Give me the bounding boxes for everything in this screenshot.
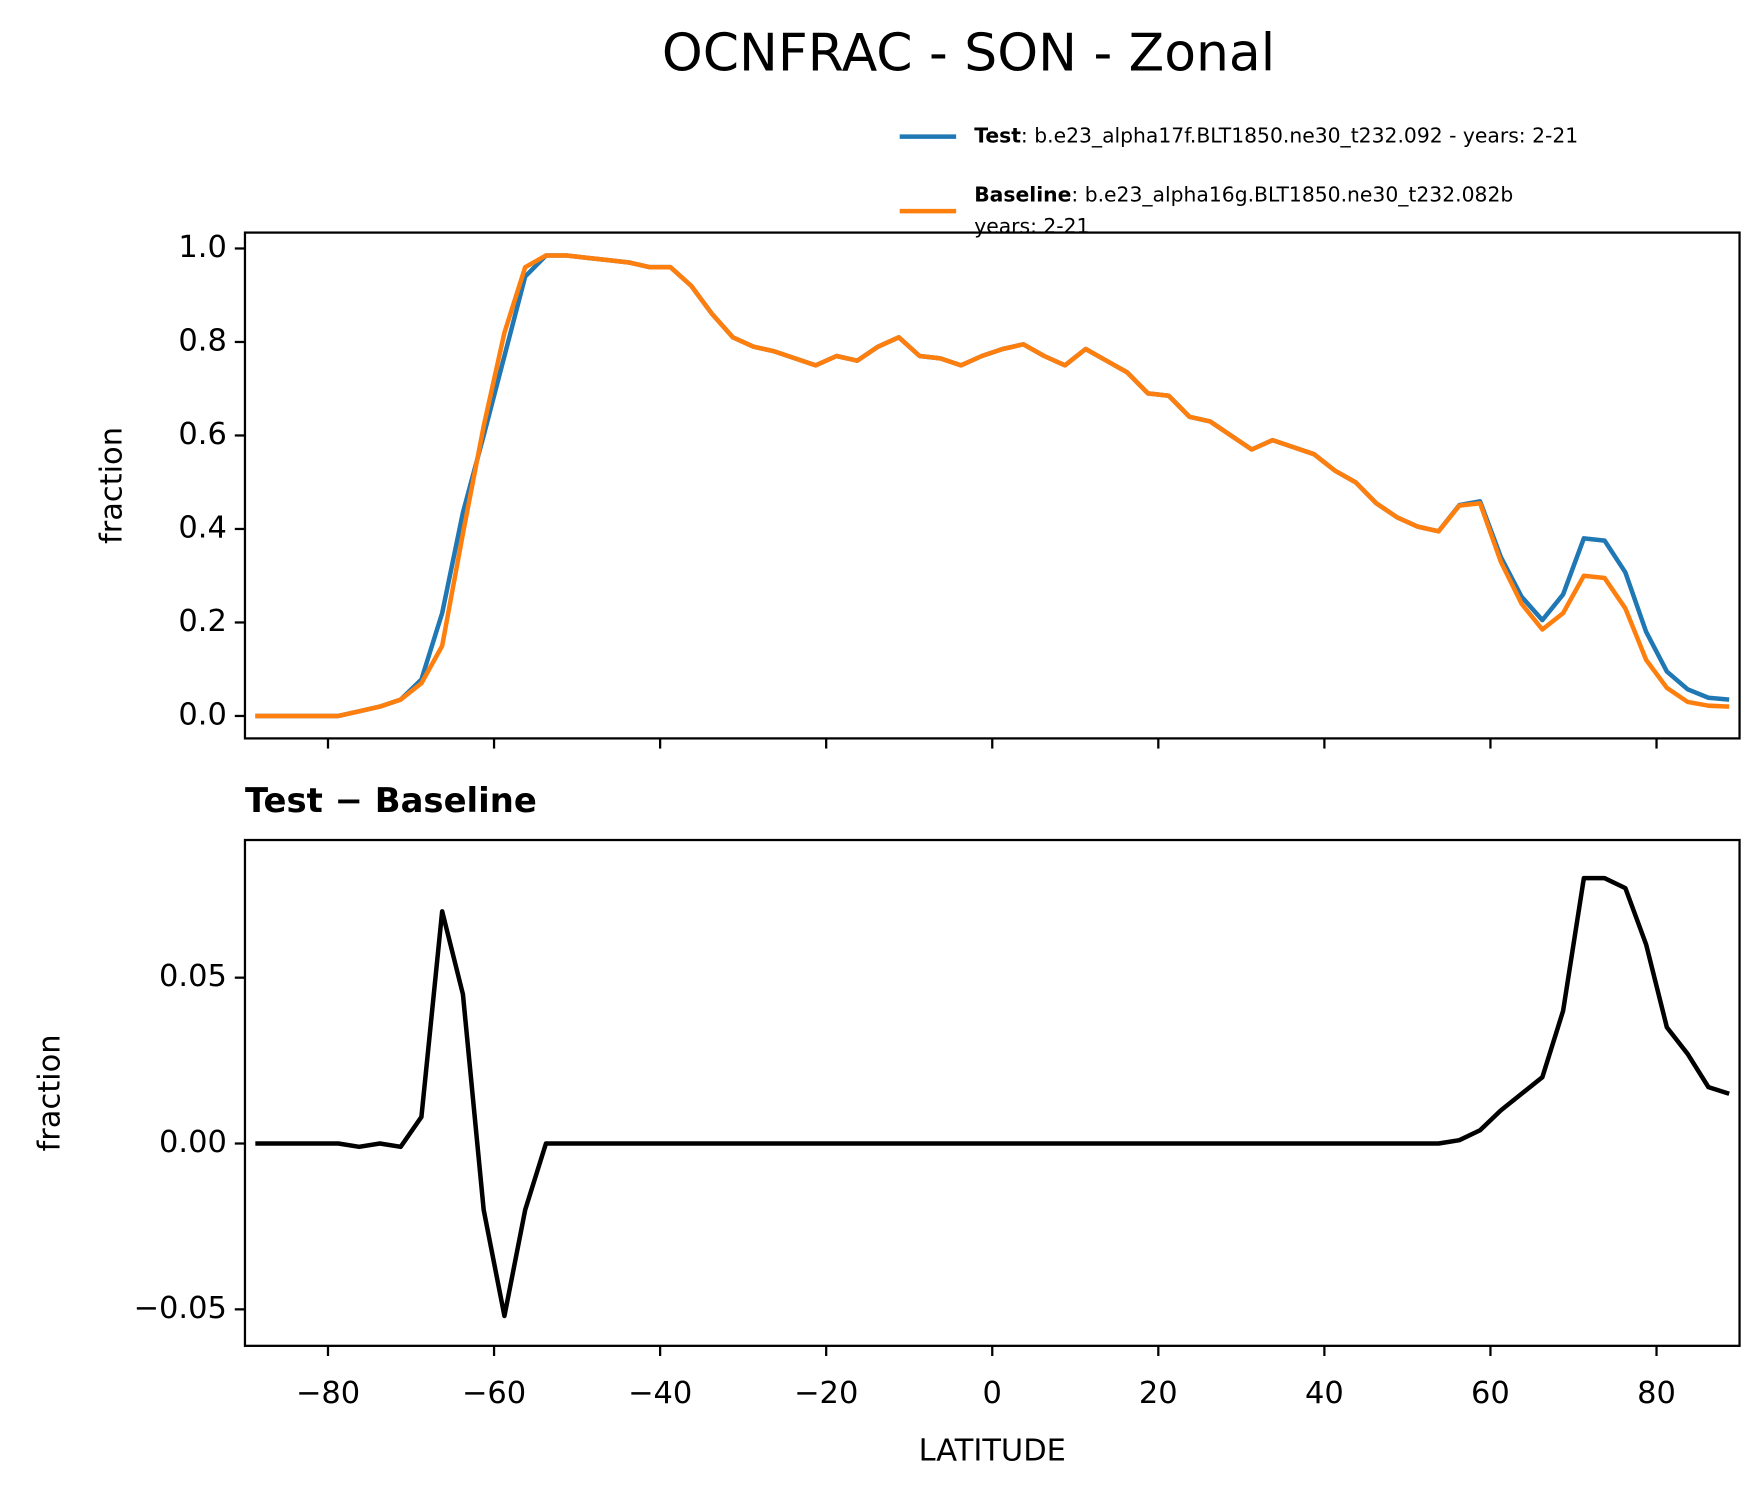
x-axis-label: LATITUDE: [919, 1433, 1066, 1468]
legend-case: : b.e23_alpha17f.BLT1850.ne30_t232.092 -…: [1021, 124, 1578, 149]
legend-name: Test: [974, 124, 1021, 148]
x-tick-label: 80: [1637, 1376, 1676, 1411]
y-tick-label: 0.0: [178, 697, 226, 732]
y-tick-label: 0.00: [159, 1125, 227, 1160]
legend-label: Baseline: b.e23_alpha16g.BLT1850.ne30_t2…: [974, 182, 1513, 207]
y-axis-label: fraction: [94, 427, 129, 544]
plot-frame: [243, 838, 1741, 1347]
y-axis-label: fraction: [32, 1034, 67, 1151]
x-tick-label: 60: [1471, 1376, 1510, 1411]
figure-title: OCNFRAC - SON - Zonal: [662, 23, 1275, 83]
x-tick-label: −20: [794, 1376, 858, 1411]
x-tick-label: −80: [296, 1376, 360, 1411]
y-tick-label: 0.6: [178, 417, 226, 452]
y-tick-label: 0.4: [178, 510, 226, 545]
legend-case: : b.e23_alpha16g.BLT1850.ne30_t232.082b: [1071, 182, 1513, 207]
x-tick-label: 0: [983, 1376, 1002, 1411]
x-tick-label: 40: [1305, 1376, 1344, 1411]
legend-case: years: 2-21: [974, 214, 1089, 238]
legend-name: Baseline: [974, 182, 1071, 206]
legend-label: Test: b.e23_alpha17f.BLT1850.ne30_t232.0…: [974, 124, 1578, 149]
data-line: [255, 875, 1730, 1319]
panel-title: Test − Baseline: [245, 781, 537, 820]
y-tick-label: 1.0: [178, 230, 226, 265]
y-tick-label: 0.2: [178, 604, 226, 639]
data-line: [255, 253, 1730, 719]
data-line: [255, 253, 1730, 719]
y-tick-label: −0.05: [134, 1291, 227, 1326]
legend-label: years: 2-21: [974, 214, 1089, 238]
y-tick-label: 0.05: [159, 959, 227, 994]
x-tick-label: 20: [1139, 1376, 1178, 1411]
x-tick-label: −40: [628, 1376, 692, 1411]
y-tick-label: 0.8: [178, 323, 226, 358]
x-tick-label: −60: [462, 1376, 526, 1411]
